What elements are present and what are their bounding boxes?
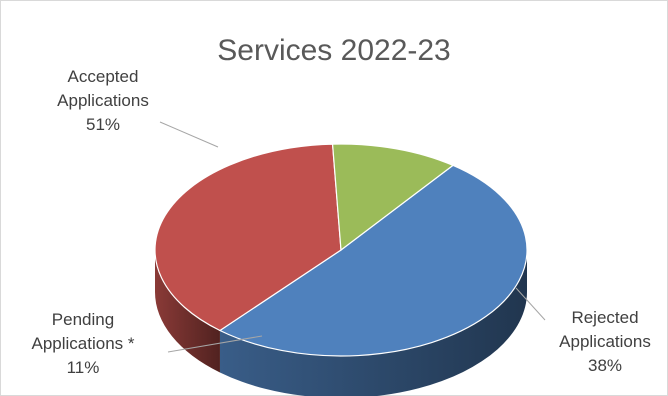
leader-line-0 (159, 121, 219, 148)
pie-side-1 (155, 250, 220, 373)
pie-slice-pending-applications (331, 143, 455, 252)
data-label-category: Pending (52, 310, 114, 329)
leader-line-2 (167, 335, 263, 353)
chart-title: Services 2022-23 (217, 34, 451, 67)
pie-slice-rejected-applications (154, 143, 342, 332)
leader-line-1 (515, 287, 546, 321)
pie-side-0 (219, 250, 527, 396)
data-label-category: Accepted (68, 67, 139, 86)
data-label-value: 38% (588, 356, 622, 375)
data-label-category: Rejected (571, 308, 638, 327)
data-label-category: Applications * (31, 334, 134, 353)
data-label-category: Applications (559, 332, 651, 351)
data-label-value: 11% (67, 358, 100, 377)
data-label-category: Applications (57, 91, 149, 110)
data-label-value: 51% (86, 115, 120, 134)
pie-slice-accepted-applications (218, 164, 528, 357)
